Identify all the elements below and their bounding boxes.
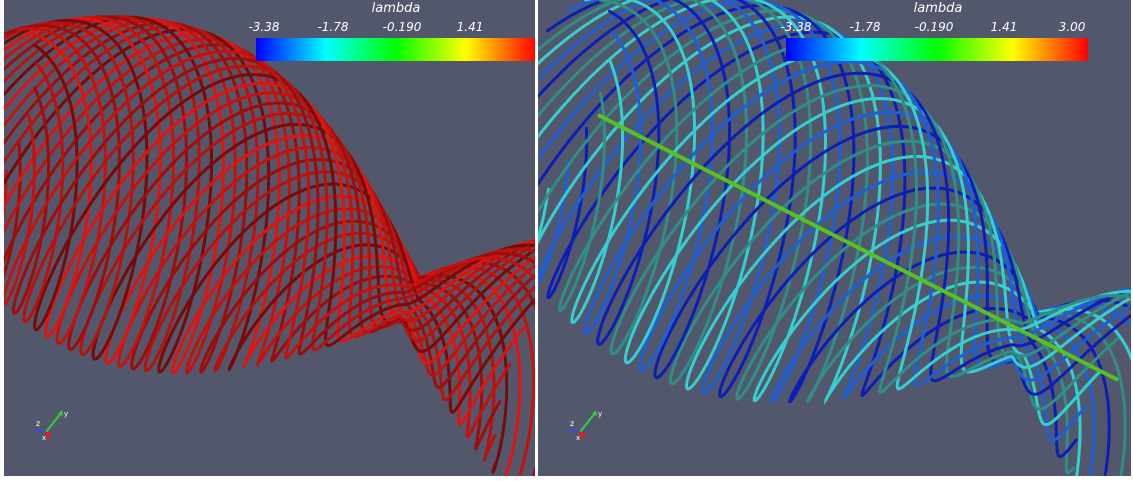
render-view-left[interactable]: lambda -3.38 -1.78 -0.190 1.41 z x y [4,0,535,476]
render-view-right[interactable]: lambda -3.38 -1.78 -0.190 1.41 3.00 z x … [538,0,1131,476]
helix-tube [538,0,1087,443]
helix-tube [538,9,1127,476]
helix-tube [26,31,535,343]
helix-core-tube [597,113,1119,382]
helix-tube [4,18,535,361]
helix-tube [538,0,1096,476]
svg-text:z: z [570,419,574,428]
colorbar-gradient [786,38,1088,61]
svg-text:y: y [64,410,68,418]
helix-tube [538,0,1078,459]
helix-tube [4,15,535,390]
helix-tube [596,9,1131,383]
svg-text:z: z [36,419,40,428]
orientation-axes-icon: z x y [33,410,68,442]
colorbar-tick-label: -3.38 [248,20,280,34]
colorbar-tick-label: -1.78 [849,20,881,34]
svg-text:y: y [598,410,602,418]
colorbar-tick-label: 1.41 [990,20,1018,34]
colorbar-title: lambda [913,1,963,16]
helix-tube [558,39,1131,394]
colorbar-tick-label: 3.00 [1058,20,1086,34]
helix-tube [4,24,497,462]
colorbar-tick-label: -3.38 [780,20,812,34]
svg-text:x: x [576,434,580,442]
colorbar-tick-label: -0.190 [914,20,954,34]
helix-tube [4,15,535,377]
orientation-axes-icon: z x y [567,410,602,442]
helix-tube [32,43,535,347]
helix-tube [538,0,1082,476]
helix-tube [16,27,535,345]
colorbar-tick-label: 1.41 [456,20,484,34]
colorbar-tick-label: -1.78 [317,20,349,34]
colorbar-gradient [256,38,535,61]
colorbar-title: lambda [371,1,421,16]
helix-tube [11,56,535,356]
helix-tube [4,15,535,402]
helix-tube [570,49,1131,391]
helix-tube [4,49,535,360]
svg-text:x: x [42,434,46,442]
helix-tubes-left [4,15,535,476]
helix-tube [538,0,1102,427]
helix-tube [538,0,1075,475]
colorbar-tick-label: -0.190 [382,20,422,34]
helix-tubes-right [538,0,1131,476]
helix-tube [584,0,1131,374]
helix-tube [566,0,1131,382]
helix-tube [538,3,1111,476]
